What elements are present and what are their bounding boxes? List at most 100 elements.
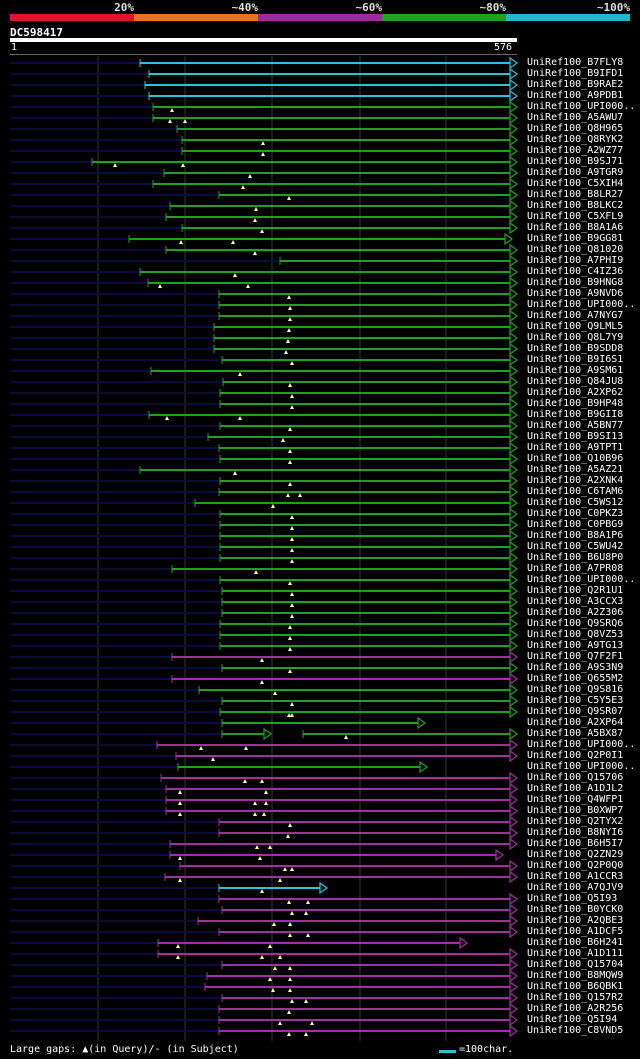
hit-label[interactable]: UniRef100_B8NYI6 <box>527 827 624 838</box>
hit-label[interactable]: UniRef100_A9NVD6 <box>527 288 624 299</box>
hit-label[interactable]: UniRef100_A2XNK4 <box>527 475 624 486</box>
hit-end-arrow <box>509 309 519 323</box>
query-gap-marker <box>286 834 290 838</box>
hit-label[interactable]: UniRef100_B9SDD8 <box>527 343 624 354</box>
hit-label[interactable]: UniRef100_A2XP62 <box>527 387 624 398</box>
hit-label[interactable]: UniRef100_B0YCK0 <box>527 904 624 915</box>
query-gap-marker <box>284 350 288 354</box>
hit-label[interactable]: UniRef100_Q15706 <box>527 772 624 783</box>
hit-label[interactable]: UniRef100_Q2R1U1 <box>527 585 624 596</box>
hit-label[interactable]: UniRef100_A3CCX3 <box>527 596 624 607</box>
hit-label[interactable]: UniRef100_Q655M2 <box>527 673 624 684</box>
alignment-row <box>10 870 519 884</box>
hit-label[interactable]: UniRef100_A5AZ21 <box>527 464 624 475</box>
hit-label[interactable]: UniRef100_C0PKZ3 <box>527 508 624 519</box>
hit-label[interactable]: UniRef100_UPI000.. <box>527 299 636 310</box>
hit-label[interactable]: UniRef100_B9HP48 <box>527 398 624 409</box>
hit-label[interactable]: UniRef100_B9SJ71 <box>527 156 624 167</box>
hit-label[interactable]: UniRef100_B6H5I7 <box>527 838 624 849</box>
hit-label[interactable]: UniRef100_B9RAE2 <box>527 79 624 90</box>
hit-label[interactable]: UniRef100_C8VND5 <box>527 1025 624 1036</box>
hit-label[interactable]: UniRef100_A2WZ77 <box>527 145 624 156</box>
hit-label[interactable]: UniRef100_A7PHI9 <box>527 255 624 266</box>
hit-label[interactable]: UniRef100_C5WU42 <box>527 541 624 552</box>
hit-label[interactable]: UniRef100_A1DCF5 <box>527 926 624 937</box>
hit-label[interactable]: UniRef100_B9I6S1 <box>527 354 624 365</box>
hit-label[interactable]: UniRef100_Q5I94 <box>527 1014 618 1025</box>
hit-label[interactable]: UniRef100_Q84JU8 <box>527 376 624 387</box>
hit-label[interactable]: UniRef100_Q9SR07 <box>527 706 624 717</box>
hit-label[interactable]: UniRef100_Q8VZ53 <box>527 629 624 640</box>
hit-label[interactable]: UniRef100_C6TAM6 <box>527 486 624 497</box>
hit-label[interactable]: UniRef100_B0XWP7 <box>527 805 624 816</box>
hit-label[interactable]: UniRef100_B9GII8 <box>527 409 624 420</box>
hit-label[interactable]: UniRef100_B7FLY8 <box>527 57 624 68</box>
hit-label[interactable]: UniRef100_A5AWU7 <box>527 112 624 123</box>
hit-label[interactable]: UniRef100_Q2P0I1 <box>527 750 624 761</box>
hit-label[interactable]: UniRef100_A1D111 <box>527 948 624 959</box>
query-gap-marker <box>260 955 264 959</box>
hit-label[interactable]: UniRef100_UPI000.. <box>527 574 636 585</box>
hit-label[interactable]: UniRef100_B8LKC2 <box>527 200 624 211</box>
hit-label[interactable]: UniRef100_Q81020 <box>527 244 624 255</box>
hit-label[interactable]: UniRef100_Q15704 <box>527 959 624 970</box>
hit-label[interactable]: UniRef100_Q10B96 <box>527 453 624 464</box>
hit-label[interactable]: UniRef100_UPI000.. <box>527 739 636 750</box>
hit-end-arrow <box>509 925 519 939</box>
hit-label[interactable]: UniRef100_A5BN77 <box>527 420 624 431</box>
hit-label[interactable]: UniRef100_A9TPT1 <box>527 442 624 453</box>
hit-label[interactable]: UniRef100_A9TG13 <box>527 640 624 651</box>
hit-label[interactable]: UniRef100_A2R256 <box>527 1003 624 1014</box>
hit-label[interactable]: UniRef100_Q157R2 <box>527 992 624 1003</box>
hit-label[interactable]: UniRef100_Q8RYK2 <box>527 134 624 145</box>
hit-label[interactable]: UniRef100_A1CCR3 <box>527 871 624 882</box>
hit-label[interactable]: UniRef100_B9SI13 <box>527 431 624 442</box>
hit-label[interactable]: UniRef100_B8MQW9 <box>527 970 624 981</box>
hit-label[interactable]: UniRef100_B8A1P6 <box>527 530 624 541</box>
hit-label[interactable]: UniRef100_A5BX87 <box>527 728 624 739</box>
alignment-row <box>10 793 519 807</box>
hit-label[interactable]: UniRef100_B9IFD1 <box>527 68 624 79</box>
hit-label[interactable]: UniRef100_Q8H965 <box>527 123 624 134</box>
hit-label[interactable]: UniRef100_A9TGR9 <box>527 167 624 178</box>
hit-label[interactable]: UniRef100_Q2TYX2 <box>527 816 624 827</box>
hit-label[interactable]: UniRef100_Q2ZN29 <box>527 849 624 860</box>
hit-label[interactable]: UniRef100_C0PBG9 <box>527 519 624 530</box>
hit-label[interactable]: UniRef100_A2QBE3 <box>527 915 624 926</box>
hit-label[interactable]: UniRef100_Q7F2F1 <box>527 651 624 662</box>
hit-label[interactable]: UniRef100_Q9S816 <box>527 684 624 695</box>
hit-label[interactable]: UniRef100_C4IZ36 <box>527 266 624 277</box>
hit-label[interactable]: UniRef100_A7QJV9 <box>527 882 624 893</box>
hit-label[interactable]: UniRef100_Q2P0Q0 <box>527 860 624 871</box>
hit-label[interactable]: UniRef100_A7NYG7 <box>527 310 624 321</box>
hit-label[interactable]: UniRef100_C5XIH4 <box>527 178 624 189</box>
hit-label[interactable]: UniRef100_C5Y5E3 <box>527 695 624 706</box>
query-gap-marker <box>287 713 291 717</box>
hit-label[interactable]: UniRef100_B9HNG8 <box>527 277 624 288</box>
hit-label[interactable]: UniRef100_Q5I93 <box>527 893 618 904</box>
hit-label[interactable]: UniRef100_Q8L7Y9 <box>527 332 624 343</box>
hit-label[interactable]: UniRef100_B9GG81 <box>527 233 624 244</box>
hit-label[interactable]: UniRef100_A9SM61 <box>527 365 624 376</box>
hit-label[interactable]: UniRef100_Q9LML5 <box>527 321 624 332</box>
hit-label[interactable]: UniRef100_Q4WFP1 <box>527 794 624 805</box>
hit-label[interactable]: UniRef100_B6U8P0 <box>527 552 624 563</box>
hit-label[interactable]: UniRef100_A1DJL2 <box>527 783 624 794</box>
hit-label[interactable]: UniRef100_A9S3N9 <box>527 662 624 673</box>
query-gap-marker <box>278 1021 282 1025</box>
hit-label[interactable]: UniRef100_A7PR08 <box>527 563 624 574</box>
hit-label[interactable]: UniRef100_UPI000.. <box>527 761 636 772</box>
legend-bar-60 <box>258 14 382 21</box>
hit-label[interactable]: UniRef100_A2Z306 <box>527 607 624 618</box>
hit-label[interactable]: UniRef100_C5XFL9 <box>527 211 624 222</box>
hit-label[interactable]: UniRef100_B8LR27 <box>527 189 624 200</box>
hit-label[interactable]: UniRef100_A2XP64 <box>527 717 624 728</box>
hit-label[interactable]: UniRef100_B6H241 <box>527 937 624 948</box>
hit-label[interactable]: UniRef100_B6QBK1 <box>527 981 624 992</box>
hit-label[interactable]: UniRef100_Q9SRQ6 <box>527 618 624 629</box>
hit-label[interactable]: UniRef100_C5WS12 <box>527 497 624 508</box>
hit-label[interactable]: UniRef100_A9PDB1 <box>527 90 624 101</box>
hit-end-arrow <box>509 419 519 433</box>
hit-label[interactable]: UniRef100_B8A1A6 <box>527 222 624 233</box>
hit-label[interactable]: UniRef100_UPI000.. <box>527 101 636 112</box>
